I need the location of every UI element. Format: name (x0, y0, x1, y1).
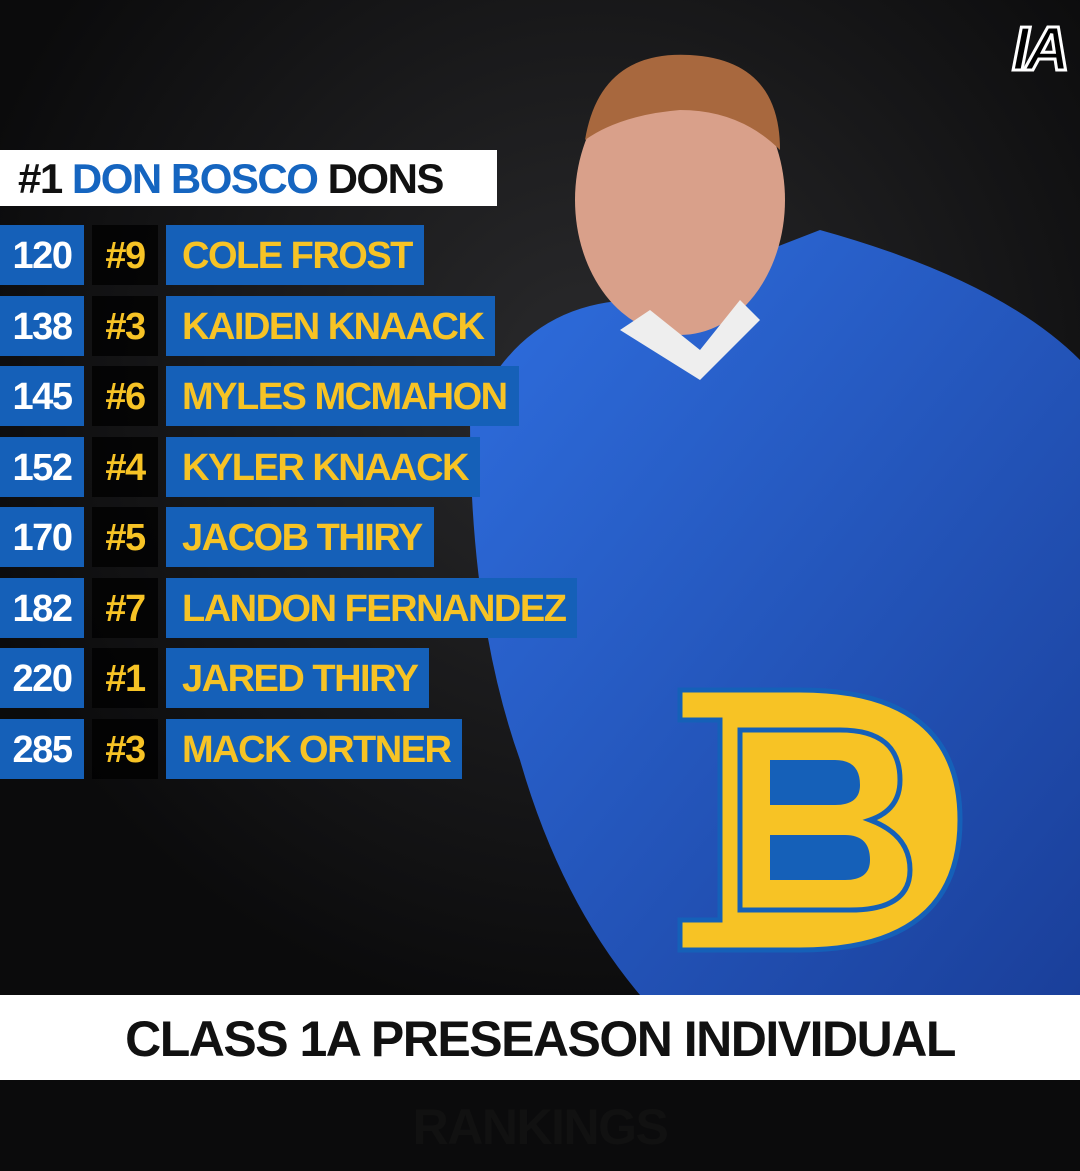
footer-title: CLASS 1A PRESEASON INDIVIDUAL RANKINGS (0, 995, 1080, 1155)
wrestler-rank: #4 (92, 436, 158, 497)
wrestler-rank: #3 (92, 718, 158, 779)
background-photo (0, 0, 1080, 1080)
school-name: DON BOSCO (71, 155, 319, 202)
wrestler-rank: #3 (92, 295, 158, 356)
wrestler-rank: #6 (92, 366, 158, 426)
wrestler-name: MACK ORTNER (166, 718, 463, 779)
weight-class: 170 (0, 507, 84, 567)
wrestler-rank: #7 (92, 577, 158, 638)
wrestler-name: LANDON FERNANDEZ (166, 577, 578, 638)
weight-class: 120 (0, 225, 84, 285)
wrestler-name: JARED THIRY (166, 648, 430, 708)
team-header: #1 DON BOSCO DONS (0, 150, 497, 206)
weight-class: 220 (0, 648, 84, 708)
weight-class: 285 (0, 718, 84, 779)
wrestler-rank: #9 (92, 225, 158, 285)
wrestler-rank: #5 (92, 507, 158, 567)
weight-class: 138 (0, 295, 84, 356)
wrestler-name: KYLER KNAACK (166, 436, 480, 497)
mascot: DONS (327, 155, 445, 202)
weight-class: 152 (0, 436, 84, 497)
wrestler-name: COLE FROST (166, 225, 424, 285)
page: IA #1 DON BOSCO DONS 120 #9 COLE FROST 138 #… (0, 0, 1080, 1080)
wrestler-name: MYLES MCMAHON (166, 366, 519, 426)
weight-class: 182 (0, 577, 84, 638)
weight-class: 145 (0, 366, 84, 426)
brand-logo: IA (1011, 14, 1072, 86)
team-rank: #1 (18, 155, 63, 202)
wrestler-name: KAIDEN KNAACK (166, 295, 496, 356)
wrestler-rank: #1 (92, 648, 158, 708)
wrestler-name: JACOB THIRY (166, 507, 434, 567)
